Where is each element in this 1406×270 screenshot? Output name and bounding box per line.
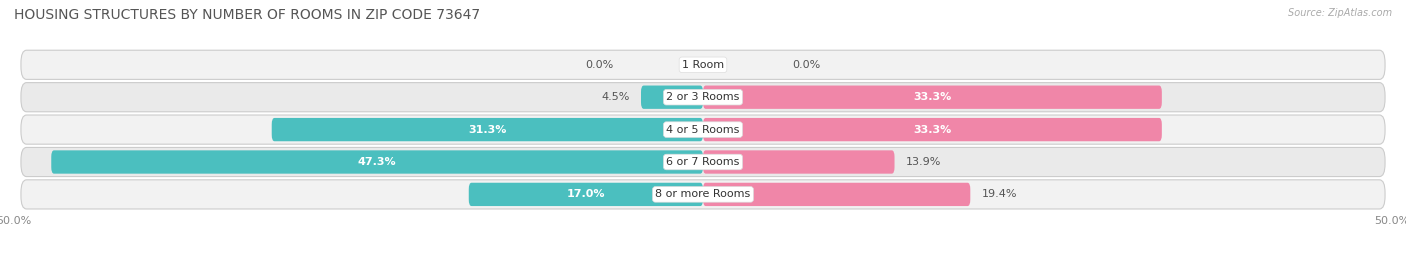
Text: 33.3%: 33.3% xyxy=(914,124,952,135)
Text: 13.9%: 13.9% xyxy=(905,157,941,167)
Text: 17.0%: 17.0% xyxy=(567,189,605,200)
FancyBboxPatch shape xyxy=(703,86,1161,109)
FancyBboxPatch shape xyxy=(641,86,703,109)
FancyBboxPatch shape xyxy=(703,183,970,206)
FancyBboxPatch shape xyxy=(271,118,703,141)
FancyBboxPatch shape xyxy=(703,118,1161,141)
FancyBboxPatch shape xyxy=(51,150,703,174)
FancyBboxPatch shape xyxy=(21,115,1385,144)
Text: 2 or 3 Rooms: 2 or 3 Rooms xyxy=(666,92,740,102)
Text: HOUSING STRUCTURES BY NUMBER OF ROOMS IN ZIP CODE 73647: HOUSING STRUCTURES BY NUMBER OF ROOMS IN… xyxy=(14,8,481,22)
Text: 8 or more Rooms: 8 or more Rooms xyxy=(655,189,751,200)
Text: 19.4%: 19.4% xyxy=(981,189,1017,200)
Text: 31.3%: 31.3% xyxy=(468,124,506,135)
Text: 6 or 7 Rooms: 6 or 7 Rooms xyxy=(666,157,740,167)
Text: 4 or 5 Rooms: 4 or 5 Rooms xyxy=(666,124,740,135)
FancyBboxPatch shape xyxy=(703,150,894,174)
Text: 0.0%: 0.0% xyxy=(793,60,821,70)
FancyBboxPatch shape xyxy=(21,180,1385,209)
FancyBboxPatch shape xyxy=(21,50,1385,79)
FancyBboxPatch shape xyxy=(468,183,703,206)
Text: Source: ZipAtlas.com: Source: ZipAtlas.com xyxy=(1288,8,1392,18)
Text: 33.3%: 33.3% xyxy=(914,92,952,102)
FancyBboxPatch shape xyxy=(21,83,1385,112)
Text: 47.3%: 47.3% xyxy=(357,157,396,167)
Text: 0.0%: 0.0% xyxy=(585,60,613,70)
FancyBboxPatch shape xyxy=(21,147,1385,177)
Text: 4.5%: 4.5% xyxy=(602,92,630,102)
Text: 1 Room: 1 Room xyxy=(682,60,724,70)
